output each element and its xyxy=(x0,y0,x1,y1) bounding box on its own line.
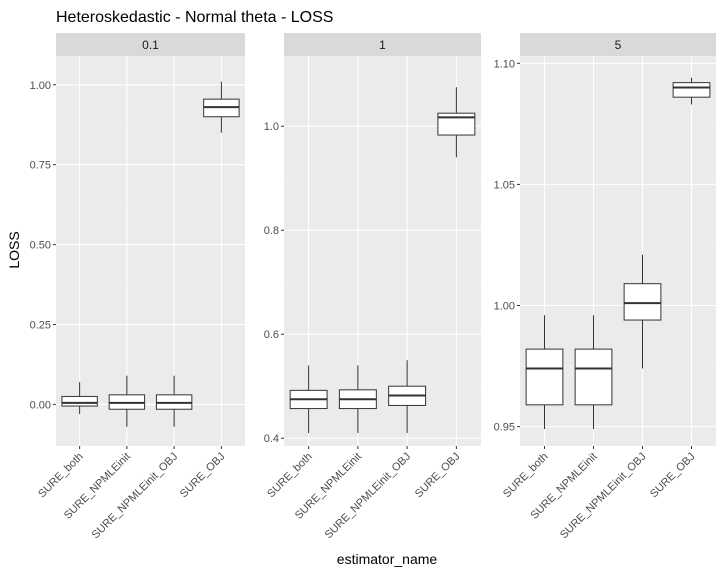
panel-background xyxy=(56,56,245,446)
box-body xyxy=(437,112,476,136)
y-tick-label: 1.10 xyxy=(494,58,515,70)
box-body xyxy=(61,395,98,407)
y-tick-label: 0.4 xyxy=(264,433,279,445)
y-tick-label: 0.6 xyxy=(264,329,279,341)
y-tick-label: 0.95 xyxy=(494,422,515,434)
box-SURE_NPMLEinit_OBJ xyxy=(388,360,427,433)
facet-strip xyxy=(520,33,716,56)
box-body xyxy=(672,82,711,98)
box-body xyxy=(574,348,613,406)
box-SURE_both xyxy=(525,315,564,430)
box-SURE_NPMLEinit xyxy=(574,315,613,430)
y-axis-title: LOSS xyxy=(6,231,22,268)
facet-strip-label: 5 xyxy=(615,38,622,52)
y-tick-label: 0.75 xyxy=(30,160,51,172)
box-SURE_NPMLEinit_OBJ xyxy=(623,254,662,369)
facet-strip-label: 0.1 xyxy=(142,38,159,52)
facet-strip-label: 1 xyxy=(379,38,386,52)
box-SURE_NPMLEinit xyxy=(338,365,377,433)
x-axis-title: estimator_name xyxy=(337,551,438,567)
y-tick-label: 1.00 xyxy=(30,80,51,92)
y-tick-label: 1.05 xyxy=(494,179,515,191)
y-tick-label: 0.25 xyxy=(30,320,51,332)
box-SURE_both xyxy=(61,382,98,415)
box-SURE_OBJ xyxy=(672,77,711,105)
box-SURE_OBJ xyxy=(437,87,476,158)
box-body xyxy=(525,348,564,406)
y-tick-label: 1.00 xyxy=(494,301,515,313)
y-tick-label: 1.0 xyxy=(264,121,279,133)
box-body xyxy=(623,283,662,321)
facet-strip xyxy=(284,33,481,56)
y-tick-label: 0.8 xyxy=(264,225,279,237)
facet-panels: 0.10.000.250.500.751.00SURE_bothSURE_NPM… xyxy=(30,33,716,541)
facet-strip xyxy=(56,33,245,56)
chart-title: Heteroskedastic - Normal theta - LOSS xyxy=(56,9,333,26)
box-SURE_OBJ xyxy=(203,81,240,133)
box-SURE_NPMLEinit_OBJ xyxy=(155,375,193,427)
box-SURE_both xyxy=(289,365,328,433)
y-tick-label: 0.50 xyxy=(30,240,51,252)
box-SURE_NPMLEinit xyxy=(108,375,146,427)
y-tick-label: 0.00 xyxy=(30,399,51,411)
